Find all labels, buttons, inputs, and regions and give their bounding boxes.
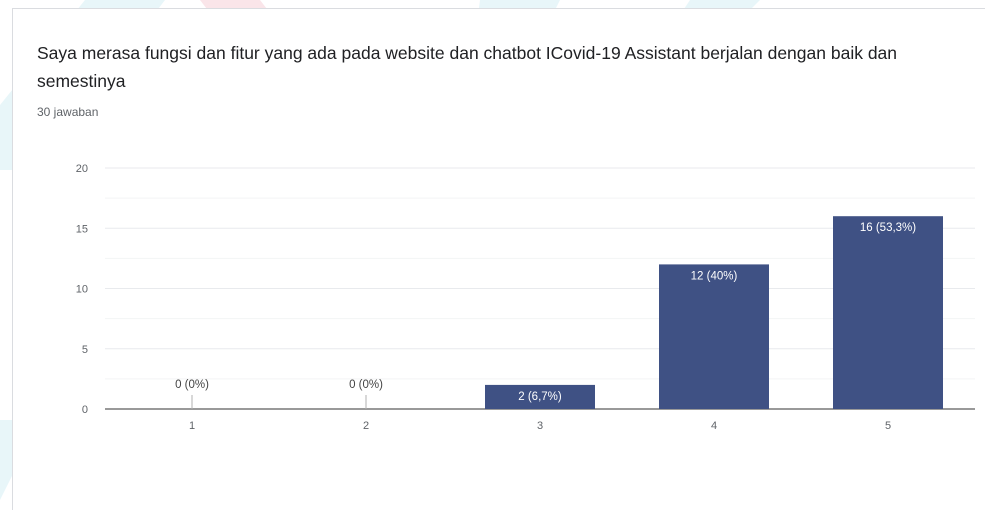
x-tick-label: 1 (189, 420, 195, 432)
question-card: Saya merasa fungsi dan fitur yang ada pa… (12, 8, 985, 510)
y-tick-label: 0 (82, 404, 88, 416)
bar (833, 216, 943, 409)
response-count: 30 jawaban (37, 105, 99, 119)
y-tick-label: 20 (76, 163, 88, 175)
x-tick-label: 3 (537, 420, 543, 432)
bar (659, 264, 769, 409)
data-label: 2 (6,7%) (518, 391, 562, 403)
y-tick-label: 5 (82, 344, 88, 356)
data-label: 12 (40%) (691, 270, 738, 282)
data-label: 0 (0%) (175, 379, 209, 391)
data-label: 16 (53,3%) (860, 222, 916, 234)
data-label: 0 (0%) (349, 379, 383, 391)
x-tick-label: 2 (363, 420, 369, 432)
x-tick-label: 4 (711, 420, 717, 432)
y-tick-label: 15 (76, 223, 88, 235)
x-tick-label: 5 (885, 420, 891, 432)
y-tick-label: 10 (76, 284, 88, 296)
question-title: Saya merasa fungsi dan fitur yang ada pa… (37, 43, 898, 91)
bar (485, 384, 595, 409)
